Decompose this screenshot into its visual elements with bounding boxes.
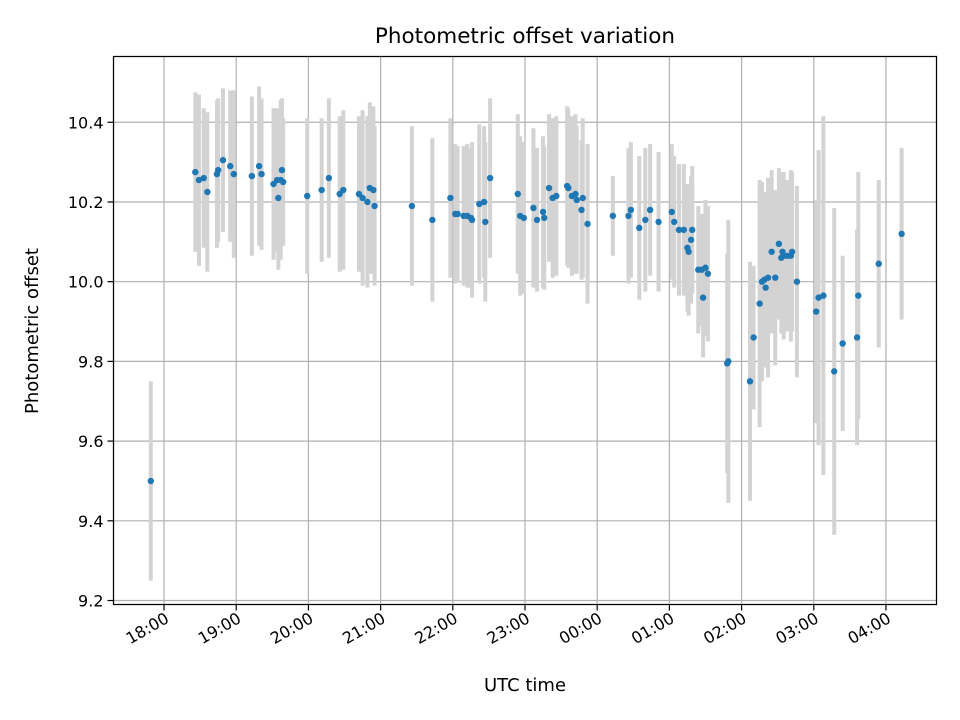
data-point: [541, 214, 548, 222]
data-point: [768, 248, 775, 255]
data-point: [855, 292, 862, 299]
data-point: [454, 210, 461, 218]
data-point: [812, 308, 820, 315]
data-point: [565, 184, 572, 192]
data-point: [670, 218, 678, 226]
data-point: [655, 218, 662, 226]
data-point: [756, 300, 763, 307]
data-point: [553, 192, 560, 200]
data-point: [255, 162, 263, 170]
y-axis-label: Photometric offset: [22, 248, 43, 414]
y-tick-label: 10.2: [68, 193, 104, 212]
data-point: [279, 178, 287, 186]
data-point: [514, 190, 521, 198]
data-point: [680, 226, 688, 234]
data-point: [831, 368, 838, 375]
y-tick-label: 9.4: [78, 512, 103, 531]
data-point: [687, 236, 695, 244]
data-point: [750, 334, 757, 341]
data-point: [482, 218, 489, 226]
data-point: [625, 212, 632, 220]
data-point: [476, 200, 483, 208]
data-point: [248, 172, 256, 180]
data-point: [520, 214, 527, 222]
data-point: [646, 206, 654, 214]
data-point: [839, 340, 846, 347]
data-point: [572, 190, 579, 198]
data-point: [898, 230, 905, 238]
data-point: [227, 162, 234, 170]
data-point: [573, 196, 580, 204]
data-point: [200, 174, 207, 182]
data-point: [258, 170, 265, 178]
data-point: [304, 192, 311, 200]
data-point: [627, 206, 635, 214]
data-point: [762, 284, 769, 291]
data-point: [853, 334, 861, 341]
data-point: [746, 378, 754, 385]
data-point: [147, 477, 154, 485]
data-point: [480, 198, 488, 206]
data-point: [675, 226, 683, 234]
y-tick-label: 10.4: [68, 113, 104, 132]
data-point: [278, 166, 286, 174]
data-point: [788, 248, 796, 255]
y-tick-label: 9.8: [78, 352, 103, 371]
data-point: [579, 194, 586, 202]
data-point: [685, 248, 692, 255]
data-point: [702, 264, 709, 271]
y-axis: 9.2 9.4 9.6 9.8 10.0 10.2 10.4: [68, 113, 114, 611]
data-point: [486, 174, 494, 182]
x-axis-label: UTC time: [484, 675, 566, 696]
data-point: [214, 166, 222, 174]
data-point: [609, 212, 617, 220]
data-point: [370, 186, 377, 194]
data-point: [530, 204, 537, 212]
data-point: [689, 226, 696, 234]
y-tick-label: 9.2: [78, 592, 103, 611]
chart-title: Photometric offset variation: [375, 24, 675, 49]
data-point: [815, 294, 822, 301]
data-point: [820, 292, 827, 299]
data-point: [545, 184, 553, 192]
data-point: [642, 216, 649, 224]
data-points: [147, 156, 905, 485]
data-point: [195, 176, 203, 184]
data-point: [408, 202, 416, 210]
data-point: [668, 208, 675, 216]
data-point: [371, 202, 378, 210]
data-point: [325, 174, 333, 182]
data-point: [468, 216, 476, 224]
data-point: [230, 170, 238, 178]
data-point: [364, 198, 371, 206]
data-point: [318, 186, 325, 194]
y-tick-label: 9.6: [78, 432, 103, 451]
data-point: [275, 194, 282, 202]
data-point: [764, 274, 772, 281]
data-point: [636, 224, 643, 232]
data-point: [204, 188, 211, 196]
data-point: [875, 260, 882, 267]
data-point: [699, 294, 707, 301]
y-tick-label: 10.0: [68, 273, 104, 292]
data-point: [429, 216, 436, 224]
data-point: [340, 186, 347, 194]
data-point: [447, 194, 454, 202]
data-point: [533, 216, 541, 224]
data-point: [539, 208, 547, 216]
data-point: [704, 270, 712, 277]
data-point: [725, 358, 732, 365]
data-point: [793, 278, 801, 285]
data-point: [192, 168, 199, 176]
data-point: [219, 156, 227, 164]
data-point: [775, 240, 783, 248]
data-point: [584, 220, 591, 228]
data-point: [578, 206, 585, 214]
data-point: [359, 194, 366, 202]
data-point: [772, 274, 779, 281]
